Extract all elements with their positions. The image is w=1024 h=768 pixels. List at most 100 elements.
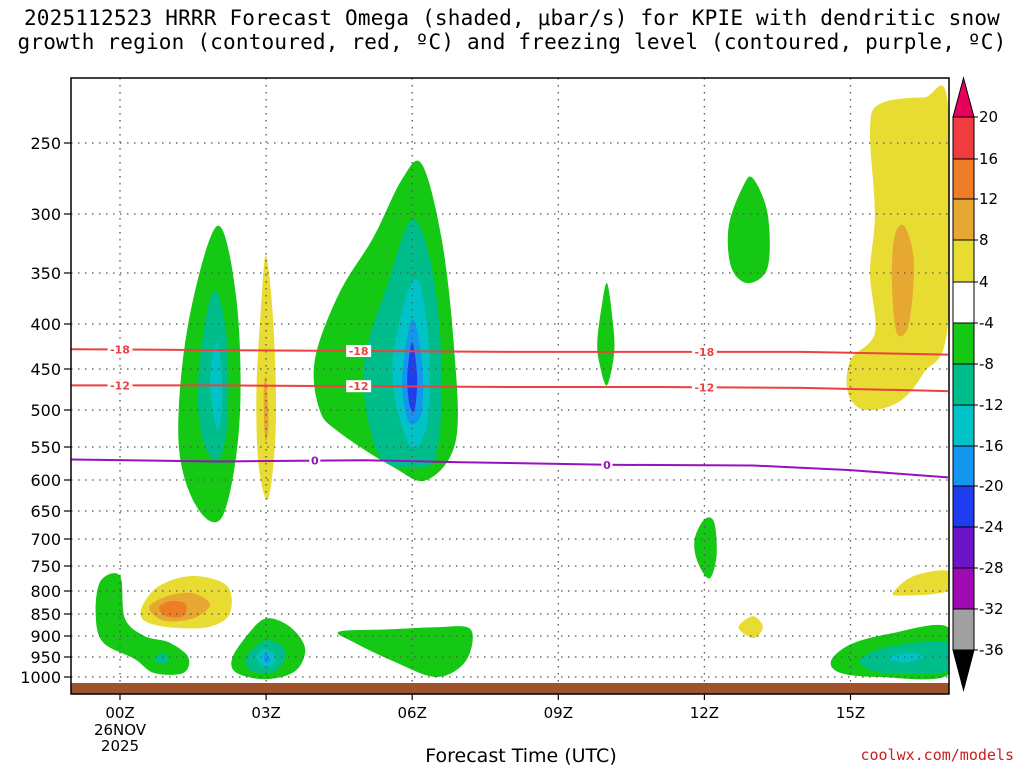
omega-region bbox=[140, 576, 232, 629]
omega-region bbox=[231, 618, 306, 680]
contour-label-bg bbox=[107, 343, 133, 356]
contour-label-bg bbox=[309, 454, 321, 467]
omega-contour-fill bbox=[888, 652, 924, 663]
y-tick-label: 900 bbox=[30, 627, 61, 646]
y-tick-label: 400 bbox=[30, 315, 61, 334]
colorbar-box bbox=[952, 404, 975, 447]
y-tick-label: 850 bbox=[30, 605, 61, 624]
colorbar-box bbox=[952, 608, 975, 651]
x-tick-label: 12Z bbox=[690, 704, 719, 722]
colorbar-box bbox=[952, 322, 975, 365]
y-tick: 400 bbox=[30, 315, 71, 334]
colorbar-label: -8 bbox=[979, 355, 994, 373]
colorbar-label: 12 bbox=[979, 190, 998, 208]
contour--18: -18 -18 -18 bbox=[71, 343, 948, 359]
omega-contour-fill bbox=[256, 255, 277, 500]
omega-region bbox=[727, 176, 770, 284]
y-tick-label: 650 bbox=[30, 502, 61, 521]
y-tick: 1000 bbox=[20, 668, 71, 687]
omega-region bbox=[694, 517, 717, 579]
y-tick-label: 600 bbox=[30, 471, 61, 490]
y-tick: 550 bbox=[30, 438, 71, 457]
colorbar-box bbox=[952, 158, 975, 200]
x-tick: 15Z bbox=[836, 694, 865, 722]
omega-contour-fill bbox=[738, 616, 763, 639]
y-tick: 250 bbox=[30, 134, 71, 153]
x-tick-sublabel: 2025 bbox=[101, 737, 139, 755]
source-credit: coolwx.com/models bbox=[860, 746, 1014, 764]
chart-title-line2: growth region (contoured, red, ºC) and f… bbox=[17, 30, 1007, 54]
colorbar-label: 20 bbox=[979, 108, 998, 126]
contour-label: -12 bbox=[694, 381, 714, 394]
colorbar-box bbox=[952, 485, 975, 528]
y-tick: 500 bbox=[30, 401, 71, 420]
colorbar-box bbox=[952, 116, 975, 160]
contour-label: -18 bbox=[349, 345, 369, 358]
colorbar: 20 16 12 8 4 -4 -8 -12 -16 -20 -24 -28 -32 -36 bbox=[952, 76, 1004, 692]
y-tick-label: 250 bbox=[30, 134, 61, 153]
contour-line bbox=[71, 384, 948, 393]
colorbar-label: -32 bbox=[979, 600, 1004, 618]
y-tick: 700 bbox=[30, 530, 71, 549]
omega-contour-fill bbox=[891, 224, 914, 337]
temperature-contours: -18 -18 -18-12 -12 -120 0 bbox=[71, 343, 948, 479]
contour-label: 0 bbox=[603, 459, 611, 472]
colorbar-box bbox=[952, 281, 975, 324]
x-tick-sublabel: 26NOV bbox=[94, 721, 147, 739]
x-tick-label: 06Z bbox=[398, 704, 427, 722]
contour-label-bg bbox=[107, 379, 133, 392]
omega-contour-fill bbox=[694, 517, 717, 579]
contour-label-bg bbox=[346, 380, 372, 393]
x-tick: 09Z bbox=[544, 694, 573, 722]
y-tick-label: 350 bbox=[30, 264, 61, 283]
contour-label-bg bbox=[691, 345, 717, 358]
y-tick-label: 550 bbox=[30, 438, 61, 457]
omega-contour-fill bbox=[153, 652, 169, 664]
plot-frame bbox=[70, 77, 950, 695]
contour-label: -18 bbox=[110, 344, 130, 357]
colorbar-label: 16 bbox=[979, 150, 998, 168]
colorbar-box bbox=[952, 239, 975, 283]
y-tick-label: 500 bbox=[30, 401, 61, 420]
colorbar-label: -4 bbox=[979, 314, 994, 332]
omega-contour-fill bbox=[407, 342, 418, 413]
colorbar-box bbox=[952, 567, 975, 610]
y-tick: 350 bbox=[30, 264, 71, 283]
colorbar-box bbox=[952, 445, 975, 487]
colorbar-label: -28 bbox=[979, 559, 1004, 577]
y-tick-label: 1000 bbox=[20, 668, 61, 687]
x-tick: 06Z bbox=[398, 694, 427, 722]
x-tick-label: 09Z bbox=[544, 704, 573, 722]
contour-label: -12 bbox=[110, 379, 130, 392]
y-tick: 650 bbox=[30, 502, 71, 521]
chart-title: 2025112523 HRRR Forecast Omega (shaded, … bbox=[0, 6, 1024, 54]
contour-label-bg bbox=[346, 344, 372, 357]
contour-label-bg bbox=[691, 381, 717, 394]
y-tick: 900 bbox=[30, 627, 71, 646]
y-tick: 450 bbox=[30, 360, 71, 379]
omega-contour-fill bbox=[158, 600, 187, 618]
contour-label: -18 bbox=[694, 346, 714, 359]
colorbar-box bbox=[952, 363, 975, 406]
y-tick-label: 450 bbox=[30, 360, 61, 379]
x-tick-label: 00Z bbox=[105, 704, 134, 722]
x-tick-label: 03Z bbox=[251, 704, 280, 722]
omega-contour-fill bbox=[263, 653, 270, 664]
colorbar-label: -16 bbox=[979, 437, 1004, 455]
y-tick: 300 bbox=[30, 205, 71, 224]
omega-region bbox=[830, 624, 949, 680]
omega-contour-fill bbox=[337, 626, 473, 677]
contour-line bbox=[71, 458, 948, 479]
y-tick-label: 950 bbox=[30, 648, 61, 667]
y-tick: 600 bbox=[30, 471, 71, 490]
y-axis: 250 300 350 400 450 500 550 600 650 700 750 800 850 9… bbox=[20, 134, 71, 687]
y-tick: 950 bbox=[30, 648, 71, 667]
omega-region bbox=[846, 85, 949, 411]
y-tick: 750 bbox=[30, 557, 71, 576]
colorbar-cap-top bbox=[952, 76, 975, 118]
y-tick-label: 300 bbox=[30, 205, 61, 224]
contour-label-bg bbox=[601, 458, 613, 471]
